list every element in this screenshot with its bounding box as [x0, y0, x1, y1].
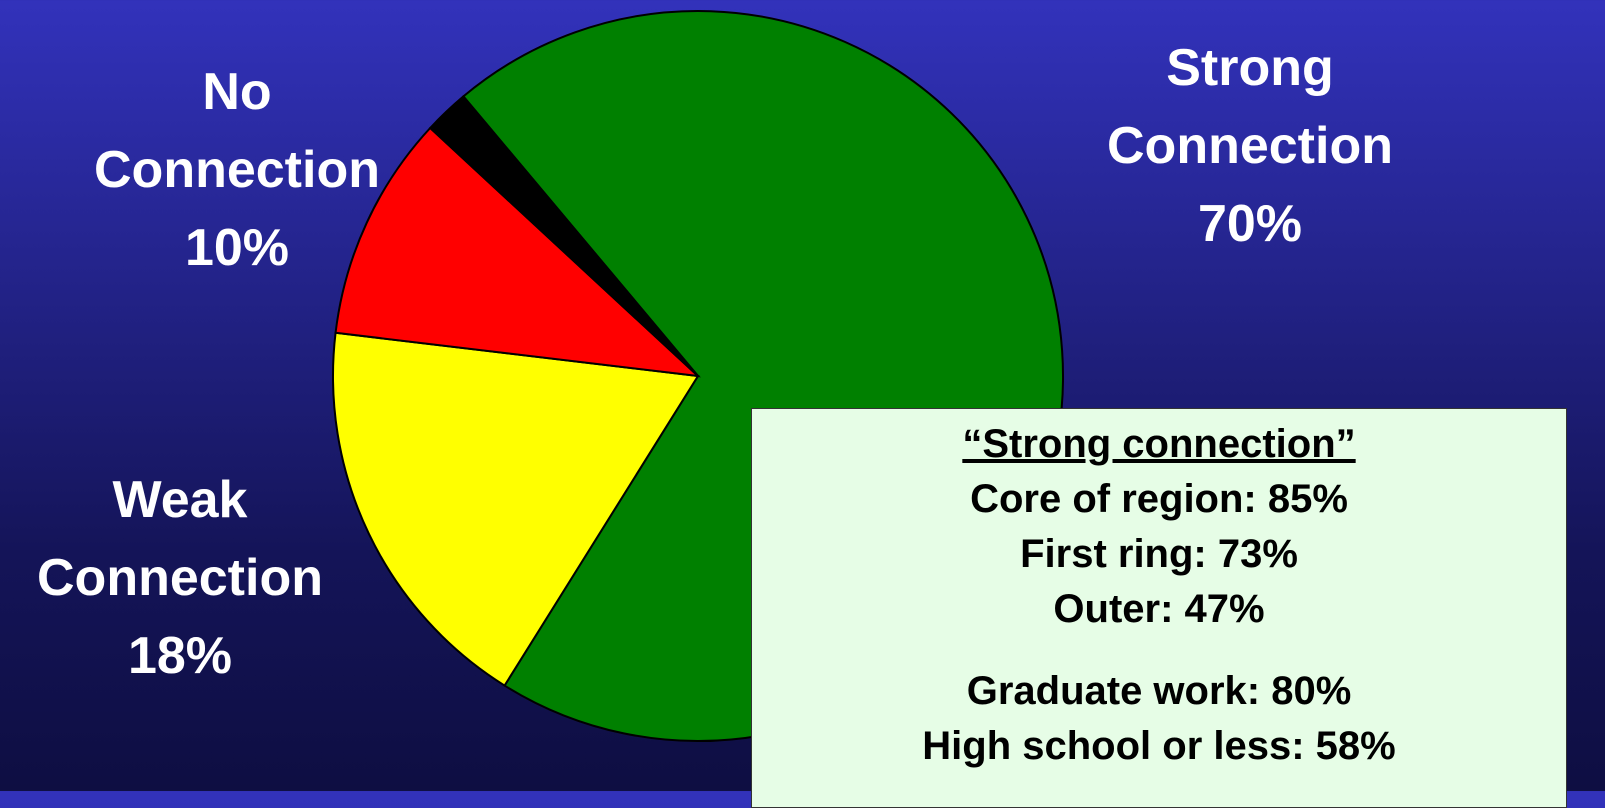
slice-name: No Connection	[94, 63, 380, 199]
note-group: Core of region: 85% First ring: 73% Outer:…	[752, 472, 1566, 637]
note-line: Graduate work: 80%	[966, 669, 1352, 713]
slice-value: 70%	[1197, 195, 1303, 253]
slice-name: Weak Connection	[37, 471, 323, 607]
pie-slice	[332, 331, 700, 687]
slice-label: Weak Connection 18%	[10, 461, 350, 695]
note-group: Graduate work: 80% High school or less: 5…	[752, 664, 1566, 774]
note-line: Outer: 47%	[1053, 587, 1265, 631]
note-line: High school or less: 58%	[922, 724, 1396, 768]
slice-value: 18%	[127, 627, 233, 685]
note-title: “Strong connection”	[962, 422, 1356, 466]
note-line: First ring: 73%	[1020, 532, 1298, 576]
pie-slice	[428, 94, 699, 377]
slice-label: Strong Connection 70%	[1080, 29, 1420, 263]
note-line: Core of region: 85%	[970, 477, 1348, 521]
slice-label: No Connection 10%	[67, 53, 407, 287]
slice-value: 10%	[184, 219, 290, 277]
pie-slice	[334, 126, 701, 378]
slice-name: Strong Connection	[1107, 39, 1393, 175]
pie-chart	[332, 10, 1064, 742]
note-box: “Strong connection” Core of region: 85% F…	[751, 408, 1567, 808]
